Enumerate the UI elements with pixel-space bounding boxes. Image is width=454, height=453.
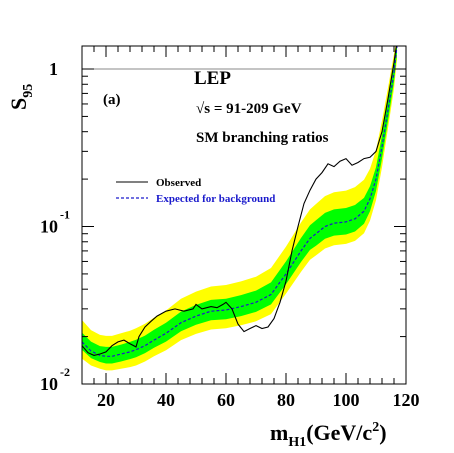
plot-frame <box>81 45 407 385</box>
y-tick-label: 10 <box>40 374 58 394</box>
panel-label: (a) <box>103 92 121 108</box>
x-axis-label: mH1(GeV/c2) <box>270 420 387 450</box>
expected-series <box>82 46 398 357</box>
x-tick-label: 40 <box>157 390 175 410</box>
observed-series <box>82 46 397 356</box>
y-tick-labels: 110-110-2 <box>40 59 70 394</box>
x-tick-label: 80 <box>277 390 295 410</box>
annotation-lep: LEP <box>194 68 231 89</box>
axis-ticks <box>81 46 407 385</box>
annotation-branching: SM branching ratios <box>196 130 329 146</box>
x-tick-label: 100 <box>333 390 360 410</box>
legend-label-expected: Expected for background <box>156 193 275 205</box>
band-1sigma <box>82 46 397 364</box>
y-tick-label-exponent: -2 <box>60 365 70 379</box>
y-tick-label-exponent: -1 <box>60 208 70 222</box>
plot-area <box>82 46 406 371</box>
legend: Observed Expected for background <box>116 177 275 205</box>
x-tick-label: 20 <box>97 390 115 410</box>
x-tick-labels: 20 40 60 80 100 120 <box>97 390 420 410</box>
x-axis-label-sup: 2 <box>372 420 379 435</box>
annotation-energy: √s = 91-209 GeV <box>196 101 302 117</box>
x-axis-label-sub: H1 <box>288 435 306 450</box>
y-axis-label: S95 <box>6 84 36 110</box>
y-tick-label: 1 <box>49 59 58 79</box>
y-axis-label-sub: 95 <box>21 84 36 98</box>
x-tick-label: 60 <box>217 390 235 410</box>
legend-label-observed: Observed <box>156 177 201 189</box>
y-tick-label: 10 <box>40 217 58 237</box>
x-tick-label: 120 <box>393 390 420 410</box>
